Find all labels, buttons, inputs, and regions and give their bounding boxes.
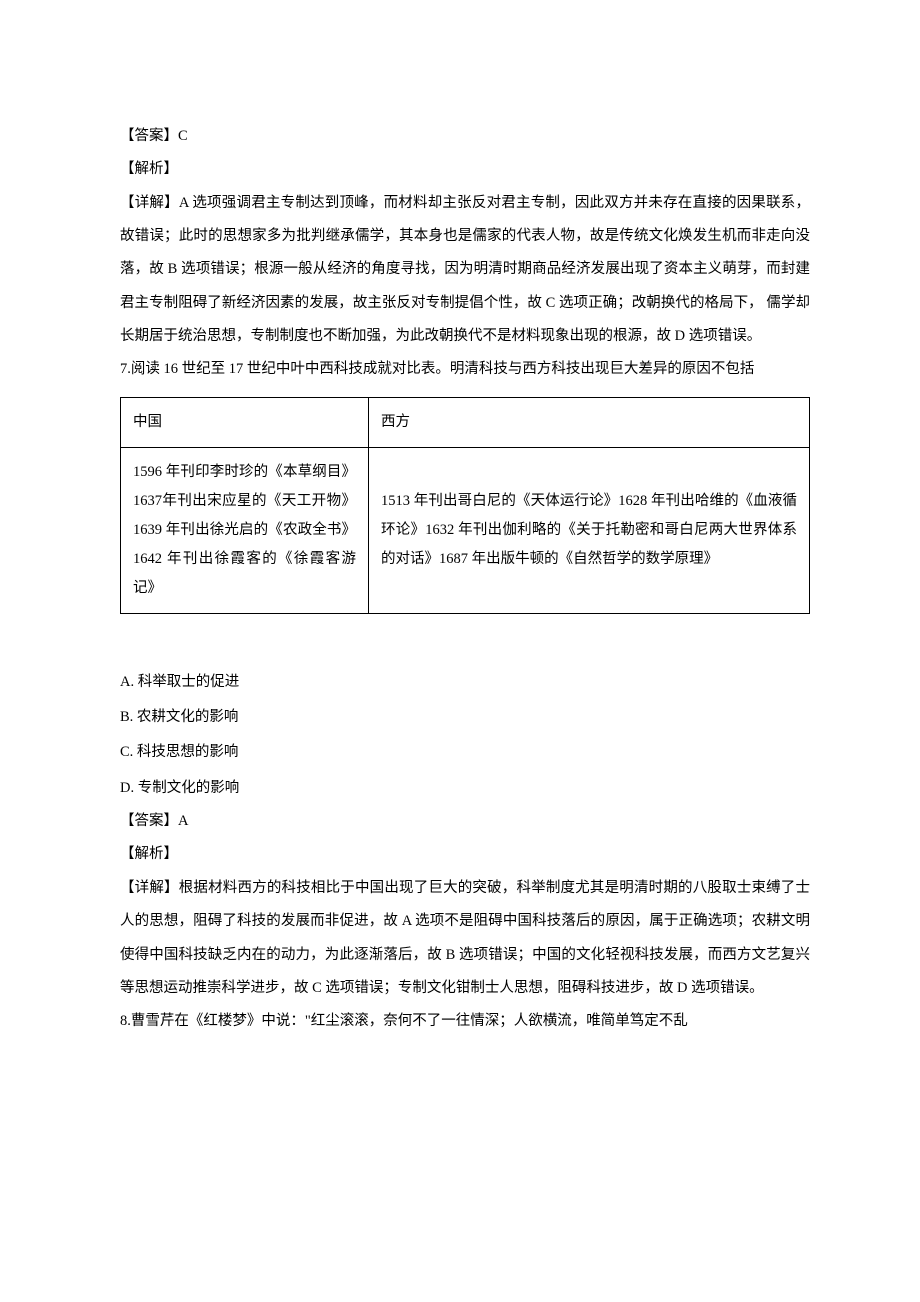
spacer	[120, 634, 810, 664]
table-header-row: 中国 西方	[121, 397, 810, 447]
q7-stem: 7.阅读 16 世纪至 17 世纪中叶中西科技成就对比表。明清科技与西方科技出现…	[120, 353, 810, 386]
q7-option-b: B. 农耕文化的影响	[120, 701, 810, 734]
table-data-row: 1596 年刊印李时珍的《本草纲目》1637年刊出宋应星的《天工开物》1639 …	[121, 447, 810, 613]
q7-detail-text: 【详解】根据材料西方的科技相比于中国出现了巨大的突破，科举制度尤其是明清时期的八…	[120, 872, 810, 1005]
q7-analysis-label: 【解析】	[120, 838, 810, 871]
q7-comparison-table: 中国 西方 1596 年刊印李时珍的《本草纲目》1637年刊出宋应星的《天工开物…	[120, 397, 810, 614]
q7-option-a: A. 科举取士的促进	[120, 666, 810, 699]
table-header-china: 中国	[121, 397, 369, 447]
q6-analysis-label: 【解析】	[120, 153, 810, 186]
q7-answer-label: 【答案】A	[120, 805, 810, 838]
q8-stem: 8.曹雪芹在《红楼梦》中说："红尘滚滚，奈何不了一往情深；人欲横流，唯简单笃定不…	[120, 1005, 810, 1038]
q7-option-c: C. 科技思想的影响	[120, 736, 810, 769]
q6-detail-text: 【详解】A 选项强调君主专制达到顶峰，而材料却主张反对君主专制，因此双方并未存在…	[120, 187, 810, 354]
table-header-west: 西方	[369, 397, 810, 447]
table-cell-china: 1596 年刊印李时珍的《本草纲目》1637年刊出宋应星的《天工开物》1639 …	[121, 447, 369, 613]
q7-option-d: D. 专制文化的影响	[120, 772, 810, 805]
table-cell-west: 1513 年刊出哥白尼的《天体运行论》1628 年刊出哈维的《血液循环论》163…	[369, 447, 810, 613]
q6-answer-label: 【答案】C	[120, 120, 810, 153]
